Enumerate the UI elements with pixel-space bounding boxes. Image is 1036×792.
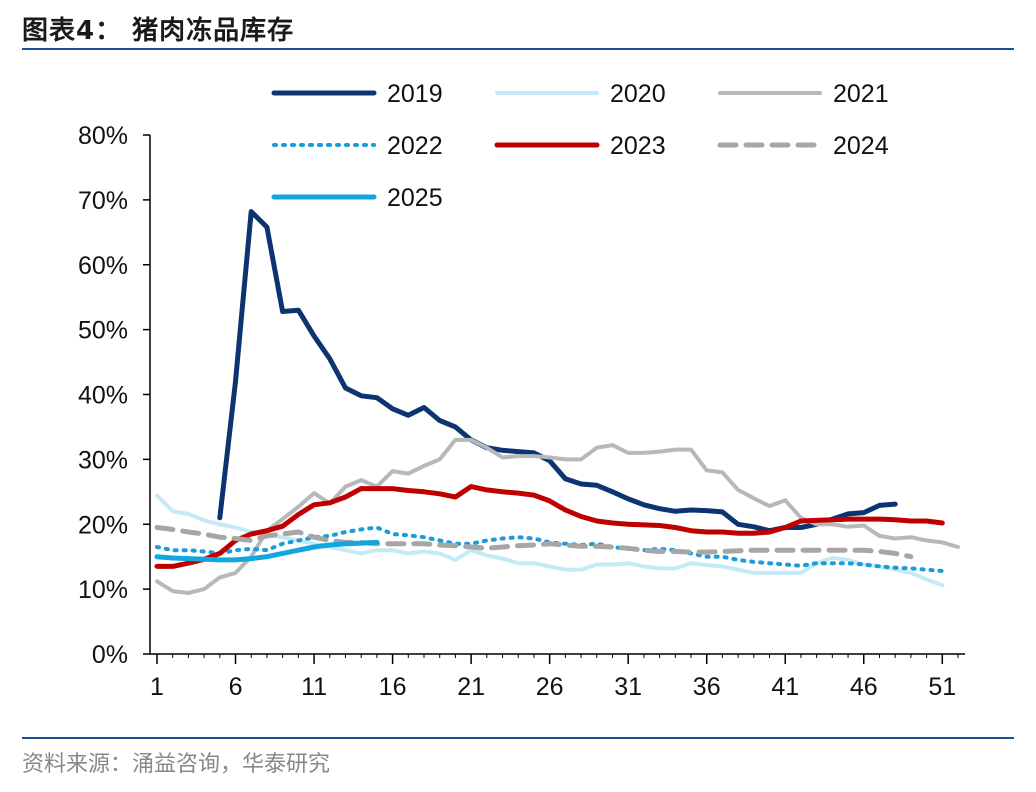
y-tick-label: 0% bbox=[92, 641, 128, 669]
x-tick-label: 6 bbox=[229, 673, 243, 701]
legend-label-2021: 2021 bbox=[833, 80, 889, 108]
x-tick-label: 46 bbox=[850, 673, 878, 701]
y-tick-label: 20% bbox=[78, 511, 128, 539]
series-line-2019 bbox=[217, 209, 898, 534]
legend-label-2022: 2022 bbox=[387, 132, 443, 160]
x-tick-label: 1 bbox=[150, 673, 164, 701]
legend-label-2025: 2025 bbox=[387, 184, 443, 212]
chart: 0%10%20%30%40%50%60%70%80%1 6 11 16 21 26 31 36… bbox=[78, 80, 965, 701]
x-tick-label: 11 bbox=[301, 673, 327, 701]
source-rule bbox=[22, 737, 1014, 739]
legend-label-2024: 2024 bbox=[833, 132, 889, 160]
x-tick-label: 31 bbox=[614, 673, 642, 701]
x-tick-label: 21 bbox=[457, 673, 485, 701]
y-tick-label: 70% bbox=[78, 187, 128, 215]
y-tick-label: 80% bbox=[78, 122, 128, 150]
series-line-2023 bbox=[154, 484, 945, 569]
y-tick-label: 10% bbox=[78, 576, 128, 604]
series-line-2025 bbox=[154, 539, 380, 563]
series-line-2024 bbox=[154, 525, 914, 560]
series-line-2020 bbox=[155, 493, 945, 588]
x-tick-label: 41 bbox=[771, 673, 799, 701]
y-tick-label: 50% bbox=[78, 317, 128, 345]
source-note: 资料来源：涌益咨询，华泰研究 bbox=[22, 752, 331, 777]
x-tick-label: 51 bbox=[928, 673, 956, 701]
title-rule bbox=[22, 48, 1014, 50]
y-tick-label: 40% bbox=[78, 382, 128, 410]
legend-label-2023: 2023 bbox=[610, 132, 666, 160]
figure-title: 图表4： 猪肉冻品库存 bbox=[22, 16, 295, 46]
x-tick-label: 26 bbox=[536, 673, 564, 701]
x-tick-label: 36 bbox=[693, 673, 721, 701]
legend: 2019 2020 2021 2022 2023 2024 2025 bbox=[271, 80, 889, 212]
x-tick-label: 16 bbox=[379, 673, 407, 701]
axes: 0%10%20%30%40%50%60%70%80%1 6 11 16 21 26 31 36… bbox=[78, 122, 965, 701]
series-line-2021 bbox=[155, 437, 960, 595]
y-tick-label: 30% bbox=[78, 446, 128, 474]
legend-label-2020: 2020 bbox=[610, 80, 666, 108]
y-tick-label: 60% bbox=[78, 252, 128, 280]
series-layer bbox=[154, 209, 960, 595]
legend-label-2019: 2019 bbox=[387, 80, 443, 108]
